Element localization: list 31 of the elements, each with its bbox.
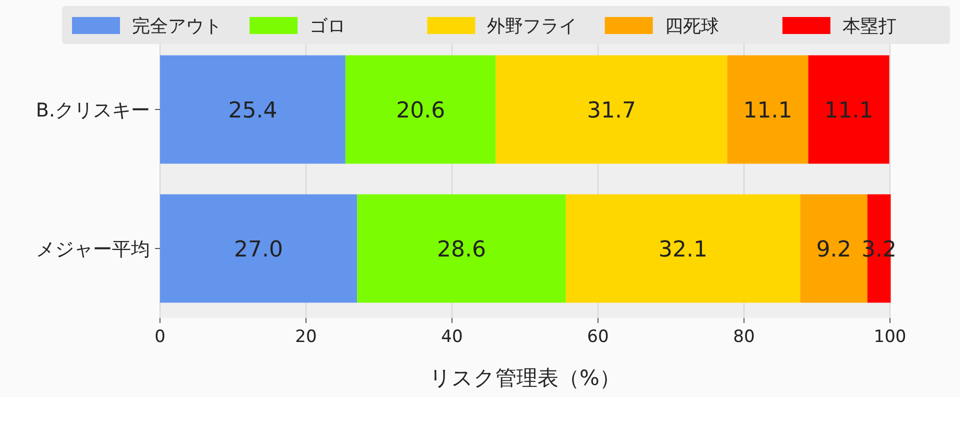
legend-label: ゴロ	[310, 16, 346, 37]
x-tick-label: 100	[874, 327, 906, 347]
data-label: 11.1	[743, 98, 792, 124]
bar	[160, 194, 358, 303]
legend-label: 四死球	[664, 16, 719, 37]
legend-label: 外野フライ	[487, 16, 578, 37]
x-axis-title: リスク管理表（%）	[430, 366, 620, 390]
x-tick-label: 60	[587, 327, 609, 347]
legend-label: 完全アウト	[132, 16, 222, 37]
y-tick-label: B.クリスキー	[36, 100, 150, 122]
x-tick-label: 20	[295, 327, 317, 347]
bar	[160, 55, 346, 164]
bar	[808, 55, 890, 164]
bar	[357, 194, 566, 303]
x-tick-label: 40	[441, 327, 463, 347]
data-label: 32.1	[658, 238, 708, 262]
x-tick-label: 80	[733, 327, 755, 347]
data-label: 25.4	[228, 98, 278, 124]
bar	[727, 55, 808, 164]
bar	[345, 55, 496, 164]
x-tick-label: 0	[154, 327, 166, 347]
y-tick-label: メジャー平均	[36, 238, 150, 260]
bar	[566, 194, 800, 303]
data-label: 11.1	[824, 98, 874, 124]
data-label: 31.7	[587, 98, 636, 124]
data-label: 28.6	[437, 238, 486, 262]
bar	[496, 55, 728, 164]
data-label: 9.2	[816, 238, 852, 262]
data-label: 27.0	[234, 238, 284, 262]
legend-label: 本塁打	[842, 16, 896, 37]
data-label: 20.6	[396, 98, 446, 124]
